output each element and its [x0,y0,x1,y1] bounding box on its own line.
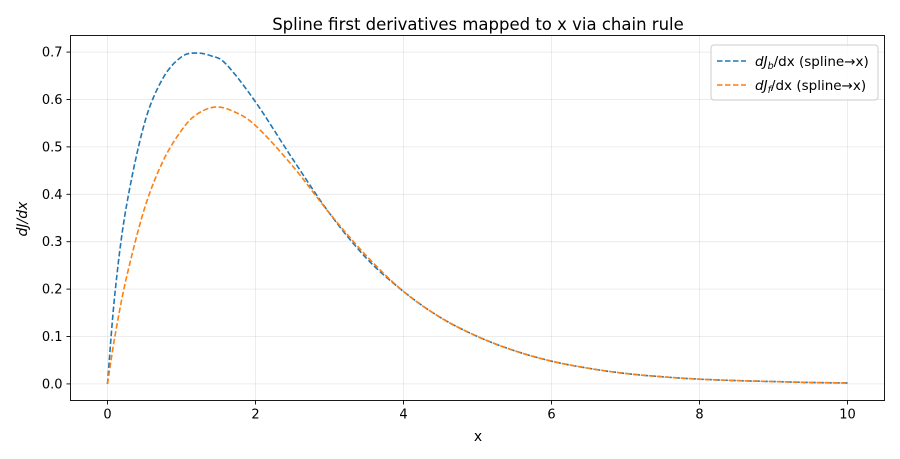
chart-title: Spline first derivatives mapped to x via… [272,15,684,34]
x-axis-label: x [474,429,482,445]
axes-frame [70,35,885,401]
y-tick-label: 0.1 [42,330,63,345]
y-tick-label: 0.0 [42,377,63,392]
legend-entry-0: dJb/dx (spline→x) [717,54,869,72]
plot-area [106,52,848,385]
axis-ticks: 0 2 4 6 8 10 0.0 0.1 0.2 0.3 0.4 0.5 0.6 0.7 [42,46,856,423]
y-tick-label: 0.6 [42,93,63,108]
x-tick-label: 2 [251,408,259,423]
x-tick-label: 0 [103,408,111,423]
legend-label-1-sub: f [768,85,773,96]
y-axis-label: dJ/dx [15,201,31,237]
legend-label-1-tail: /dx (spline→x) [771,78,866,94]
legend-label-1: dJf/dx (spline→x) [755,78,866,96]
legend-box [710,44,879,101]
legend-label-0-tail: /dx (spline→x) [774,54,869,70]
legend: dJb/dx (spline→x) dJf/dx (spline→x) [710,44,879,101]
series-line-0 [106,52,848,384]
legend-entry-1: dJf/dx (spline→x) [717,78,866,96]
legend-label-0-main: dJ [755,54,768,70]
x-tick-label: 8 [695,408,703,423]
y-tick-label: 0.7 [42,46,63,61]
x-tick-label: 6 [547,408,555,423]
y-tick-label: 0.4 [42,188,63,203]
legend-label-1-main: dJ [755,78,768,94]
y-tick-label: 0.3 [42,235,63,250]
x-tick-label: 4 [399,408,407,423]
y-tick-label: 0.2 [42,283,63,298]
y-tick-label: 0.5 [42,140,63,155]
series-line-1 [106,106,848,385]
x-tick-label: 10 [839,408,856,423]
legend-label-0: dJb/dx (spline→x) [755,54,869,72]
legend-label-0-sub: b [768,61,774,72]
